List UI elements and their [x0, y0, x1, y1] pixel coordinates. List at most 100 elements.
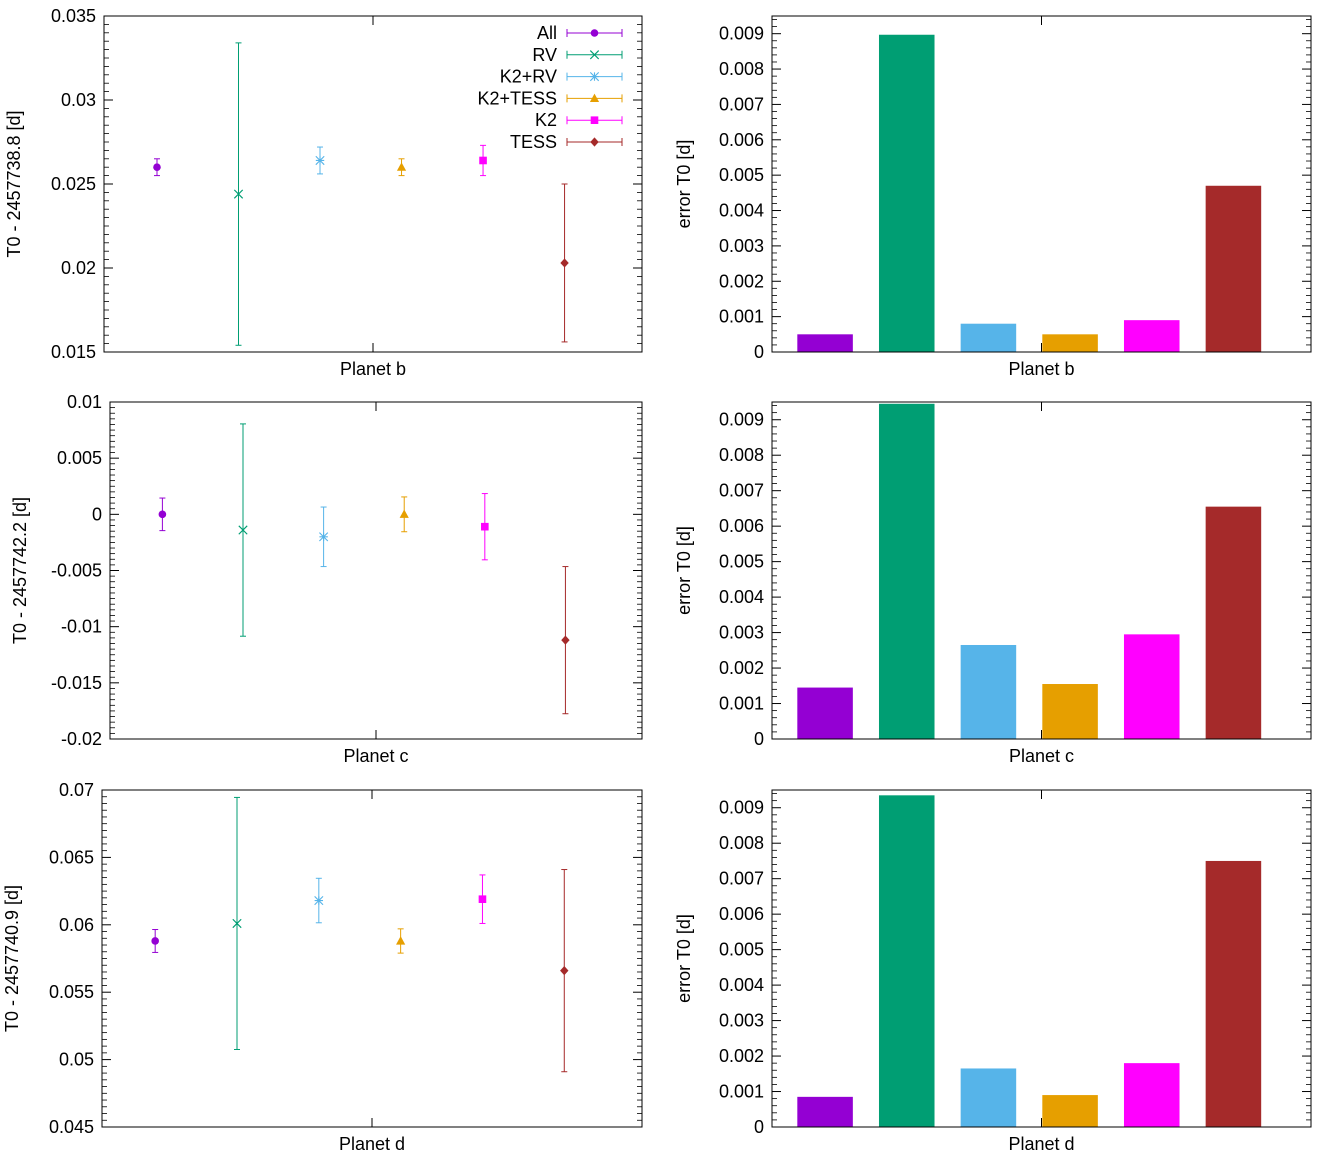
y-tick-label: 0 — [754, 729, 764, 749]
bar-tess — [1205, 506, 1262, 739]
y-tick-label: 0.009 — [719, 798, 764, 818]
y-tick-label: 0 — [754, 342, 764, 362]
y-tick-label: 0.015 — [51, 342, 96, 362]
y-tick-label: 0.003 — [719, 1011, 764, 1031]
chart-panel-6: 0 0.001 0.002 0.003 0.004 0.005 0.006 0.007 0.00… — [674, 789, 1312, 1154]
y-tick-label: 0 — [92, 504, 102, 524]
y-tick-label: 0.05 — [59, 1050, 94, 1070]
plot-frame — [101, 789, 643, 1128]
legend-marker-rv — [589, 50, 600, 60]
y-tick-label: 0.007 — [719, 481, 764, 501]
point-rv — [238, 525, 248, 535]
point-k2-rv — [319, 532, 329, 542]
x-axis-label: Planet d — [339, 1134, 405, 1154]
legend-label-k2: K2 — [535, 110, 557, 130]
bar-tess — [1205, 185, 1262, 352]
y-tick-label: 0.025 — [51, 174, 96, 194]
y-tick-label: 0.06 — [59, 915, 94, 935]
y-tick-label: -0.02 — [61, 729, 102, 749]
bar-k2-tess — [1042, 334, 1098, 352]
y-tick-label: 0.005 — [719, 552, 764, 572]
y-tick-label: 0.002 — [719, 271, 764, 291]
x-axis-label: Planet c — [343, 746, 408, 766]
y-tick-label: 0.004 — [719, 975, 764, 995]
point-k2-rv — [314, 895, 324, 906]
x-axis-label: Planet d — [1008, 1134, 1074, 1154]
y-tick-label: 0.006 — [719, 904, 764, 924]
chart-panel-2: 0 0.001 0.002 0.003 0.004 0.005 0.006 0.007 0.00… — [674, 15, 1312, 379]
y-tick-label: -0.005 — [51, 561, 102, 581]
y-tick-label: 0 — [754, 1117, 764, 1137]
point-tess — [560, 966, 569, 976]
bar-k2-rv — [960, 1068, 1017, 1127]
point-k2-tess — [396, 162, 407, 171]
legend-label-all: All — [537, 23, 557, 43]
y-tick-label: 0.002 — [719, 1046, 764, 1066]
y-tick-label: 0.055 — [49, 982, 94, 1002]
y-tick-label: 0.065 — [49, 847, 94, 867]
chart-panel-5: 0.045 0.05 0.055 0.06 0.065 0.07 Planet d T0 - … — [2, 780, 643, 1154]
point-tess — [560, 258, 569, 268]
y-tick-label: 0.045 — [49, 1117, 94, 1137]
point-k2-tess — [396, 936, 406, 945]
bar-k2-rv — [960, 323, 1017, 352]
point-k2 — [479, 156, 487, 165]
point-k2-tess — [399, 509, 409, 518]
chart-panel-3: -0.02 -0.015 -0.01 -0.005 0 0.005 0.01 Planet c… — [10, 392, 643, 766]
y-tick-label: 0.01 — [67, 392, 102, 412]
y-tick-label: 0.002 — [719, 658, 764, 678]
y-tick-label: 0.008 — [719, 445, 764, 465]
legend-label-k2-tess: K2+TESS — [477, 88, 557, 108]
point-k2-rv — [315, 155, 325, 166]
y-tick-label: 0.005 — [719, 940, 764, 960]
y-tick-label: 0.003 — [719, 236, 764, 256]
y-tick-label: 0.004 — [719, 587, 764, 607]
legend-marker-k2 — [590, 116, 599, 124]
y-tick-label: 0.009 — [719, 410, 764, 430]
y-tick-label: 0.007 — [719, 869, 764, 889]
bar-tess — [1205, 860, 1262, 1127]
bar-k2 — [1123, 634, 1180, 739]
legend-marker-all — [590, 29, 599, 37]
y-tick-label: 0.006 — [719, 516, 764, 536]
y-tick-label: -0.015 — [51, 673, 102, 693]
y-tick-label: 0.001 — [719, 307, 764, 327]
y-tick-label: 0.008 — [719, 833, 764, 853]
legend-marker-k2-tess — [589, 93, 600, 102]
point-all — [158, 510, 167, 519]
bar-k2-tess — [1042, 1095, 1098, 1127]
y-tick-label: 0.035 — [51, 6, 96, 26]
y-tick-label: 0.005 — [57, 448, 102, 468]
y-tick-label: 0.02 — [61, 258, 96, 278]
y-tick-label: 0.008 — [719, 59, 764, 79]
point-k2 — [478, 895, 487, 903]
plot-frame — [103, 15, 643, 353]
bar-all — [797, 334, 853, 352]
y-tick-label: 0.004 — [719, 201, 764, 221]
y-tick-label: 0.001 — [719, 694, 764, 714]
bar-rv — [878, 403, 935, 739]
point-rv — [232, 918, 242, 929]
point-all — [153, 163, 161, 171]
bar-k2-tess — [1042, 684, 1098, 739]
y-tick-label: 0.03 — [61, 90, 96, 110]
legend-label-rv: RV — [532, 45, 557, 65]
point-k2 — [481, 522, 489, 531]
legend-marker-tess — [590, 137, 599, 147]
y-tick-label: 0.009 — [719, 24, 764, 44]
y-tick-label: -0.01 — [61, 617, 102, 637]
x-axis-label: Planet b — [1008, 359, 1074, 379]
y-axis-label: error T0 [d] — [674, 526, 694, 615]
bar-rv — [878, 34, 935, 352]
y-tick-label: 0.005 — [719, 165, 764, 185]
chart-panel-4: 0 0.001 0.002 0.003 0.004 0.005 0.006 0.007 0.00… — [674, 401, 1312, 766]
y-tick-label: 0.07 — [59, 780, 94, 800]
bar-all — [797, 687, 853, 739]
y-tick-label: 0.003 — [719, 623, 764, 643]
legend-label-k2-rv: K2+RV — [500, 67, 557, 87]
legend-marker-k2-rv — [589, 72, 600, 82]
y-axis-label: T0 - 2457742.2 [d] — [10, 497, 30, 644]
